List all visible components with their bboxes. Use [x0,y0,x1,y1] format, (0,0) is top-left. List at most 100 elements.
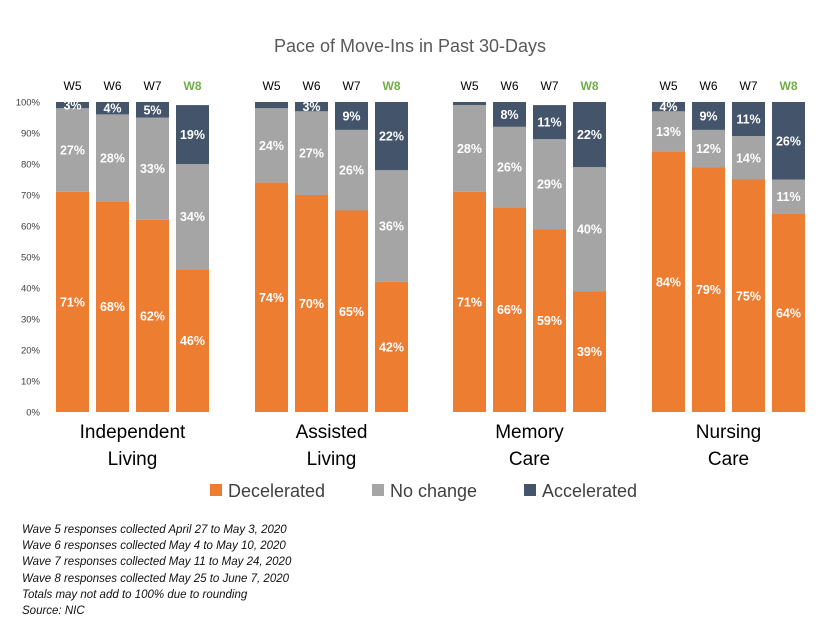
y-tick-label: 60% [21,222,41,233]
y-tick-label: 30% [21,315,41,326]
bar-segment [692,129,725,168]
data-label: 27% [299,147,324,161]
bar-segment [652,102,685,112]
data-label: 70% [299,297,324,311]
legend-swatch [210,484,222,496]
bar-segment [335,102,368,130]
wave-label: W8 [780,79,798,93]
y-tick-label: 20% [21,346,41,357]
data-label: 22% [379,130,404,144]
category-label: Living [307,449,357,470]
category-label: Memory [495,422,564,443]
bar-segment [255,102,288,109]
wave-label: W5 [461,79,479,93]
data-label: 3% [63,99,81,113]
legend-swatch [372,484,384,496]
data-label: 4% [103,102,121,116]
data-label: 46% [180,334,205,348]
data-label: 64% [776,306,801,320]
bar-segment [375,170,408,282]
data-label: 24% [259,139,284,153]
y-tick-label: 100% [16,98,41,109]
bar-segment [176,164,209,270]
data-label: 40% [577,223,602,237]
legend-label: Decelerated [228,481,325,501]
data-label: 4% [659,100,677,114]
wave-label: W8 [383,79,401,93]
bar-segment [533,229,566,412]
data-label: 59% [537,314,562,328]
data-label: 36% [379,220,404,234]
data-label: 28% [457,142,482,156]
data-label: 5% [143,103,161,117]
category-label: Care [509,449,550,470]
bar-group: 84% 13% 4% 79% 12% 9% 75% 14% 11% 64% 11% 26% [652,100,805,412]
category-label: Assisted [296,422,368,443]
bar-segment [453,105,486,192]
bar-segment [375,102,408,171]
bar-segment [573,291,606,412]
wave-label: W6 [104,79,122,93]
data-label: 28% [100,151,125,165]
group-labels: Independent Living Assisted Living Memory Car… [80,422,762,470]
bar-segment [56,102,89,109]
bar-segment [295,111,328,195]
bar-segment [453,102,486,106]
wave-label: W6 [700,79,718,93]
chart-title: Pace of Move-Ins in Past 30-Days [274,36,546,56]
wave-label: W6 [303,79,321,93]
bar-segment [295,102,328,112]
wave-label: W7 [144,79,162,93]
y-tick-label: 10% [21,377,41,388]
bars: 71%27%3%68%28%4%62%33%5%46%34%19%74%24%7… [56,99,805,412]
y-tick-label: 40% [21,284,41,295]
footnotes: Wave 5 responses collected April 27 to M… [22,522,291,619]
data-label: 11% [776,190,800,204]
bar-segment [573,102,606,168]
data-label: 34% [180,210,205,224]
data-label: 79% [696,283,721,297]
wave-label: W5 [64,79,82,93]
data-label: 19% [180,128,205,142]
bar-segment [295,195,328,412]
footnote-wave6: Wave 6 responses collected May 4 to May … [22,540,286,553]
bar-segment [176,105,209,164]
data-label: 33% [140,162,165,176]
wave-label: W8 [184,79,202,93]
bar-segment [136,117,169,220]
data-label: 74% [259,291,284,305]
bar-segment [533,139,566,230]
wave-label: W6 [501,79,519,93]
data-label: 26% [339,164,364,178]
data-label: 75% [736,289,761,303]
data-label: 14% [736,151,761,165]
bar-segment [335,129,368,211]
bar-segment [136,219,169,412]
data-label: 39% [577,345,602,359]
bar-segment [96,102,129,115]
y-tick-label: 0% [26,408,40,419]
data-label: 11% [537,116,561,130]
bar-segment [375,281,408,412]
bar-segment [652,111,685,152]
bar-segment [732,102,765,137]
footnote-wave8: Wave 8 responses collected May 25 to Jun… [22,572,290,585]
data-label: 11% [736,113,760,127]
data-label: 3% [302,100,320,114]
legend-swatch [524,484,536,496]
wave-labels: W5 W6 W7 W8 W5 W6 W7 W8 W5 W6 W7 W8 W5 W6 W7 W8 [64,79,798,93]
bar-segment [96,201,129,412]
bar-segment [573,167,606,292]
data-label: 8% [500,108,518,122]
bar-group: 71% 28% 66% 26% 8% 59% 29% 11% 39% 40% 22% [453,102,606,412]
data-label: 84% [656,275,681,289]
data-label: 66% [497,303,522,317]
legend-label: Accelerated [542,481,637,501]
bar-segment [732,179,765,412]
data-label: 29% [537,178,562,192]
data-label: 42% [379,340,404,354]
bar-segment [56,191,89,412]
data-label: 26% [776,134,801,148]
wave-label: W8 [581,79,599,93]
